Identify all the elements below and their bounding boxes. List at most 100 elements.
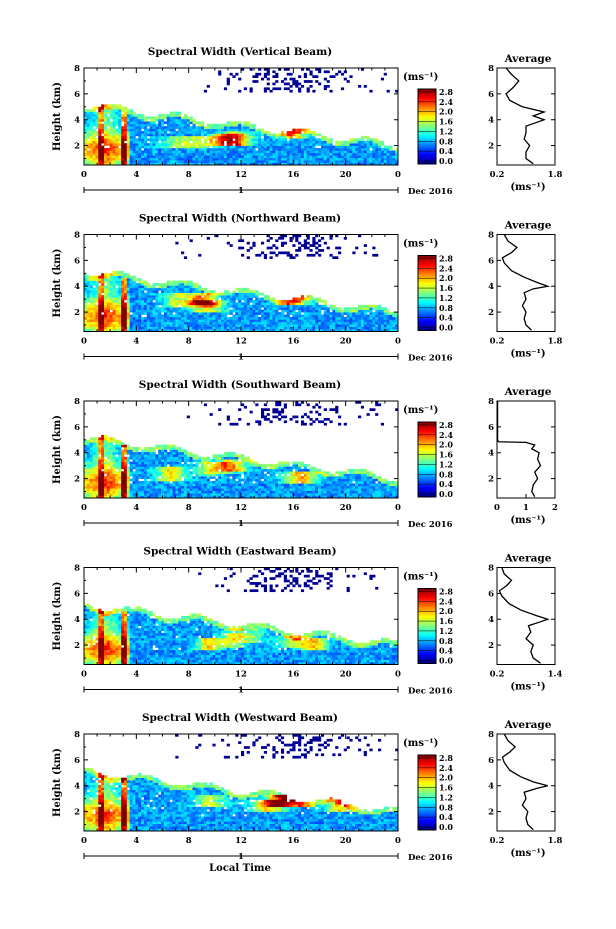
heatmap-cell (152, 126, 156, 129)
heatmap-cell (118, 461, 122, 465)
heatmap-cell (395, 329, 399, 332)
heatmap-cell (389, 155, 393, 159)
heatmap-cell (260, 77, 265, 81)
heatmap-cell (84, 292, 88, 296)
heatmap-cell (303, 162, 307, 166)
heatmap-cell (246, 329, 250, 332)
heatmap-cell (158, 478, 162, 482)
heatmap-cell (329, 253, 333, 257)
heatmap-cell (229, 148, 233, 151)
heatmap-cell (132, 309, 136, 313)
heatmap-cell (95, 140, 99, 144)
heatmap-cell (163, 456, 168, 460)
heatmap-cell (238, 160, 242, 163)
heatmap-cell (84, 476, 88, 479)
heatmap-cell (118, 476, 122, 479)
heatmap-cell (355, 138, 359, 142)
heatmap-cell (349, 309, 353, 313)
heatmap-cell (198, 324, 202, 327)
heatmap-cell (238, 157, 242, 161)
heatmap-cell (203, 287, 208, 291)
heatmap-cell (192, 302, 196, 306)
heatmap-cell (243, 128, 247, 132)
heatmap-cell (92, 138, 96, 142)
heatmap-cell (178, 138, 182, 142)
heatmap-cell (280, 148, 285, 151)
heatmap-cell (266, 133, 270, 137)
heatmap-cell (163, 444, 168, 448)
heatmap-cell (363, 316, 367, 320)
heatmap-cell (155, 493, 159, 496)
heatmap-cell (326, 155, 330, 159)
heatmap-cell (252, 135, 256, 139)
heatmap-cell (183, 283, 188, 286)
heatmap-cell (372, 326, 376, 330)
heatmap-cell (106, 116, 110, 120)
heatmap-cell (300, 150, 305, 154)
heatmap-cell (98, 157, 102, 161)
heatmap-cell (95, 304, 99, 308)
heatmap-cell (366, 143, 370, 146)
heatmap-cell (212, 123, 216, 127)
heatmap-cell (366, 162, 370, 166)
heatmap-cell (226, 299, 230, 303)
heatmap-cell (95, 316, 99, 320)
heatmap-cell (266, 77, 270, 81)
heatmap-cell (286, 160, 290, 163)
heatmap-cell (169, 447, 173, 450)
heatmap-cell (101, 145, 105, 149)
heatmap-cell (269, 321, 273, 325)
heatmap-cell (292, 244, 296, 247)
heatmap-cell (312, 307, 316, 310)
heatmap-cell (123, 123, 128, 127)
heatmap-cell (95, 483, 99, 487)
heatmap-cell (386, 152, 390, 156)
heatmap-cell (169, 140, 173, 144)
heatmap-cell (221, 128, 225, 132)
heatmap-cell (289, 77, 293, 81)
colorbar-segment (418, 321, 436, 324)
heatmap-cell (269, 236, 273, 240)
heatmap-cell (92, 145, 96, 149)
heatmap-cell (195, 478, 199, 482)
heatmap-cell (289, 152, 293, 156)
heatmap-cell (260, 297, 265, 301)
heatmap-cell (155, 148, 159, 151)
heatmap-cell (223, 290, 228, 293)
heatmap-cell (175, 290, 179, 293)
heatmap-cell (212, 150, 216, 154)
heatmap-cell (243, 304, 247, 308)
heatmap-cell (112, 454, 116, 458)
heatmap-cell (146, 456, 150, 460)
heatmap-cell (181, 292, 185, 296)
heatmap-cell (355, 143, 359, 146)
heatmap-cell (372, 160, 376, 163)
heatmap-cell (192, 133, 196, 137)
heatmap-cell (178, 451, 182, 455)
heatmap-cell (312, 316, 316, 320)
heatmap-cell (292, 256, 296, 260)
heatmap-cell (143, 481, 148, 484)
heatmap-cell (346, 314, 350, 318)
heatmap-cell (243, 324, 247, 327)
heatmap-cell (303, 321, 307, 325)
heatmap-cell (186, 459, 190, 462)
heatmap-cell (275, 321, 279, 325)
heatmap-cell (260, 309, 265, 313)
heatmap-cell (115, 148, 119, 151)
heatmap-cell (221, 145, 225, 149)
heatmap-cell (86, 278, 90, 281)
colorbar-segment (418, 107, 436, 110)
heatmap-cell (155, 133, 159, 137)
heatmap-cell (241, 314, 245, 318)
heatmap-cell (86, 280, 90, 284)
heatmap-cell (215, 316, 219, 320)
heatmap-cell (161, 121, 165, 125)
colorbar-segment (418, 275, 436, 278)
heatmap-cell (86, 275, 90, 279)
heatmap-cell (163, 126, 168, 129)
heatmap-cell (349, 140, 353, 144)
heatmap-cell (135, 287, 139, 291)
heatmap-cell (378, 329, 382, 332)
heatmap-cell (112, 493, 116, 496)
